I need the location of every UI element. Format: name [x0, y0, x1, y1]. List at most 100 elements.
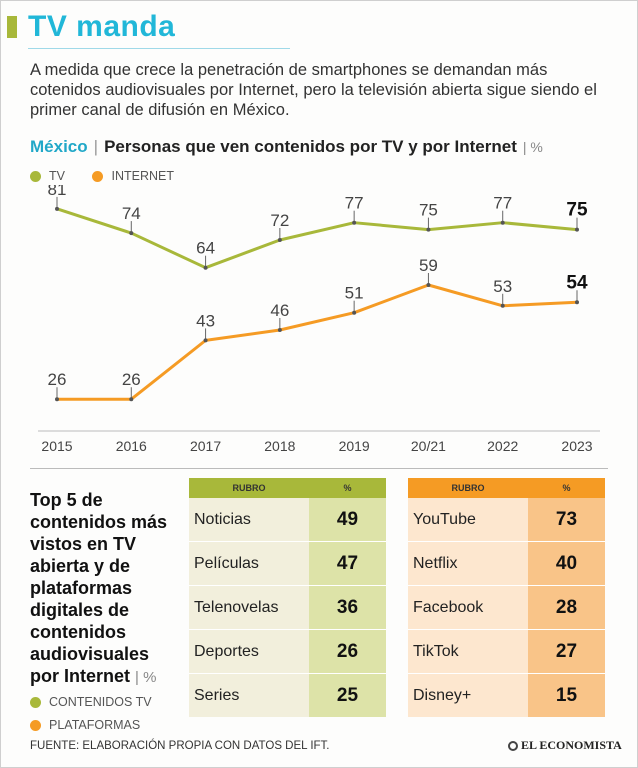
data-point — [575, 300, 579, 305]
x-tick-label: 2019 — [339, 438, 370, 454]
x-tick-label: 2016 — [116, 438, 147, 454]
tv-row-value: 25 — [309, 674, 386, 717]
data-point — [129, 397, 134, 402]
side-legend-tv: CONTENIDOS TV — [30, 695, 152, 709]
side-legend-dot-platforms-icon — [30, 719, 41, 731]
table-row: Netflix 40 — [408, 542, 605, 586]
legend-label-tv: TV — [49, 169, 65, 183]
data-label: 53 — [493, 277, 512, 296]
data-point — [426, 283, 431, 287]
brand-emblem-icon — [508, 740, 518, 751]
line-chart: 2015 2016 2017 2018 2019 20/21 2022 2023 81 74 64 7… — [38, 185, 600, 454]
title-accent-bar — [7, 16, 17, 38]
table-row: TikTok 27 — [408, 630, 605, 674]
legend-item-tv: TV — [30, 169, 65, 183]
legend-item-internet: INTERNET — [92, 169, 174, 183]
table-row: Noticias 49 — [189, 498, 386, 542]
intro-text: A medida que crece la penetración de sma… — [30, 61, 597, 119]
section-divider — [30, 468, 608, 469]
side-title-unit: | % — [135, 669, 157, 686]
data-point — [203, 338, 208, 343]
chart-legend: TV INTERNET — [30, 169, 198, 185]
platforms-row-value: 15 — [528, 674, 605, 717]
platforms-row-value: 40 — [528, 542, 605, 585]
title-rule — [28, 48, 290, 49]
x-tick-label: 20/21 — [411, 438, 446, 454]
platforms-header-percent: % — [528, 478, 605, 498]
data-label: 77 — [493, 194, 512, 213]
data-point — [352, 310, 357, 315]
series-line-internet — [55, 283, 579, 401]
data-label: 51 — [345, 284, 364, 303]
x-tick-label: 2023 — [561, 438, 592, 454]
chart-header: México | Personas que ven contenidos por T… — [30, 137, 543, 157]
data-label: 77 — [345, 194, 364, 213]
brand-name: EL ECONOMISTA — [521, 738, 622, 752]
data-label: 46 — [270, 301, 289, 320]
x-tick-label: 2018 — [264, 438, 295, 454]
table-row: Deportes 26 — [189, 630, 386, 674]
platforms-row-value: 28 — [528, 586, 605, 629]
data-point — [500, 220, 505, 225]
data-point — [352, 220, 357, 225]
platforms-row-label: YouTube — [408, 498, 528, 541]
side-title: Top 5 de contenidos más vistos en TV abi… — [30, 489, 178, 689]
data-label: 26 — [48, 370, 67, 389]
data-point — [277, 328, 282, 332]
data-point — [277, 238, 282, 242]
tv-table-header: RUBRO % — [189, 478, 386, 498]
tv-row-value: 49 — [309, 498, 386, 541]
platforms-row-value: 27 — [528, 630, 605, 673]
data-label: 75 — [566, 200, 588, 221]
tv-row-value: 36 — [309, 586, 386, 629]
data-point — [129, 231, 134, 236]
tv-row-value: 47 — [309, 542, 386, 585]
legend-dot-internet-icon — [92, 170, 104, 182]
page-title: TV manda — [28, 10, 176, 43]
x-tick-label: 2015 — [41, 438, 72, 454]
data-label: 54 — [566, 272, 588, 293]
data-point — [55, 397, 59, 402]
brand-logo: EL ECONOMISTA — [508, 738, 622, 753]
x-tick-label: 2022 — [487, 438, 518, 454]
tv-row-label: Noticias — [189, 498, 309, 541]
side-legend-platforms: PLATAFORMAS — [30, 718, 140, 732]
tv-contents-table: RUBRO % Noticias 49 Películas 47 Telenov… — [189, 478, 386, 717]
tv-row-label: Series — [189, 674, 309, 717]
table-row: Series 25 — [189, 674, 386, 717]
data-point — [500, 303, 505, 308]
table-row: YouTube 73 — [408, 498, 605, 542]
table-row: Disney+ 15 — [408, 674, 605, 717]
platforms-row-label: Netflix — [408, 542, 528, 585]
side-legend-label-tv: CONTENIDOS TV — [49, 695, 152, 709]
platforms-table: RUBRO % YouTube 73 Netflix 40 Facebook 2… — [408, 478, 605, 717]
platforms-row-label: Facebook — [408, 586, 528, 629]
side-legend-dot-tv-icon — [30, 696, 41, 708]
x-tick-label: 2017 — [190, 438, 221, 454]
side-legend-label-platforms: PLATAFORMAS — [49, 718, 141, 732]
chart-title: Personas que ven contenidos por TV y por… — [104, 137, 517, 156]
table-row: Telenovelas 36 — [189, 586, 386, 630]
tv-header-rubro: RUBRO — [189, 478, 309, 498]
data-point — [55, 206, 59, 211]
chart-country: México — [30, 137, 88, 156]
data-point — [203, 265, 208, 270]
data-label: 26 — [122, 370, 141, 389]
data-point — [426, 227, 431, 232]
table-row: Facebook 28 — [408, 586, 605, 630]
platforms-row-label: Disney+ — [408, 674, 528, 717]
side-title-text: Top 5 de contenidos más vistos en TV abi… — [30, 490, 168, 686]
source-note: FUENTE: ELABORACIÓN PROPIA CON DATOS DEL… — [30, 740, 330, 752]
data-label: 43 — [196, 311, 215, 330]
data-label: 59 — [419, 256, 438, 275]
tv-row-label: Deportes — [189, 630, 309, 673]
table-row: Películas 47 — [189, 542, 386, 586]
data-label: 72 — [270, 211, 289, 230]
data-point — [575, 227, 579, 232]
tv-header-percent: % — [309, 478, 386, 498]
tv-row-value: 26 — [309, 630, 386, 673]
data-label: 74 — [122, 204, 141, 223]
tv-row-label: Telenovelas — [189, 586, 309, 629]
platforms-row-label: TikTok — [408, 630, 528, 673]
chart-header-separator: | — [93, 137, 99, 156]
